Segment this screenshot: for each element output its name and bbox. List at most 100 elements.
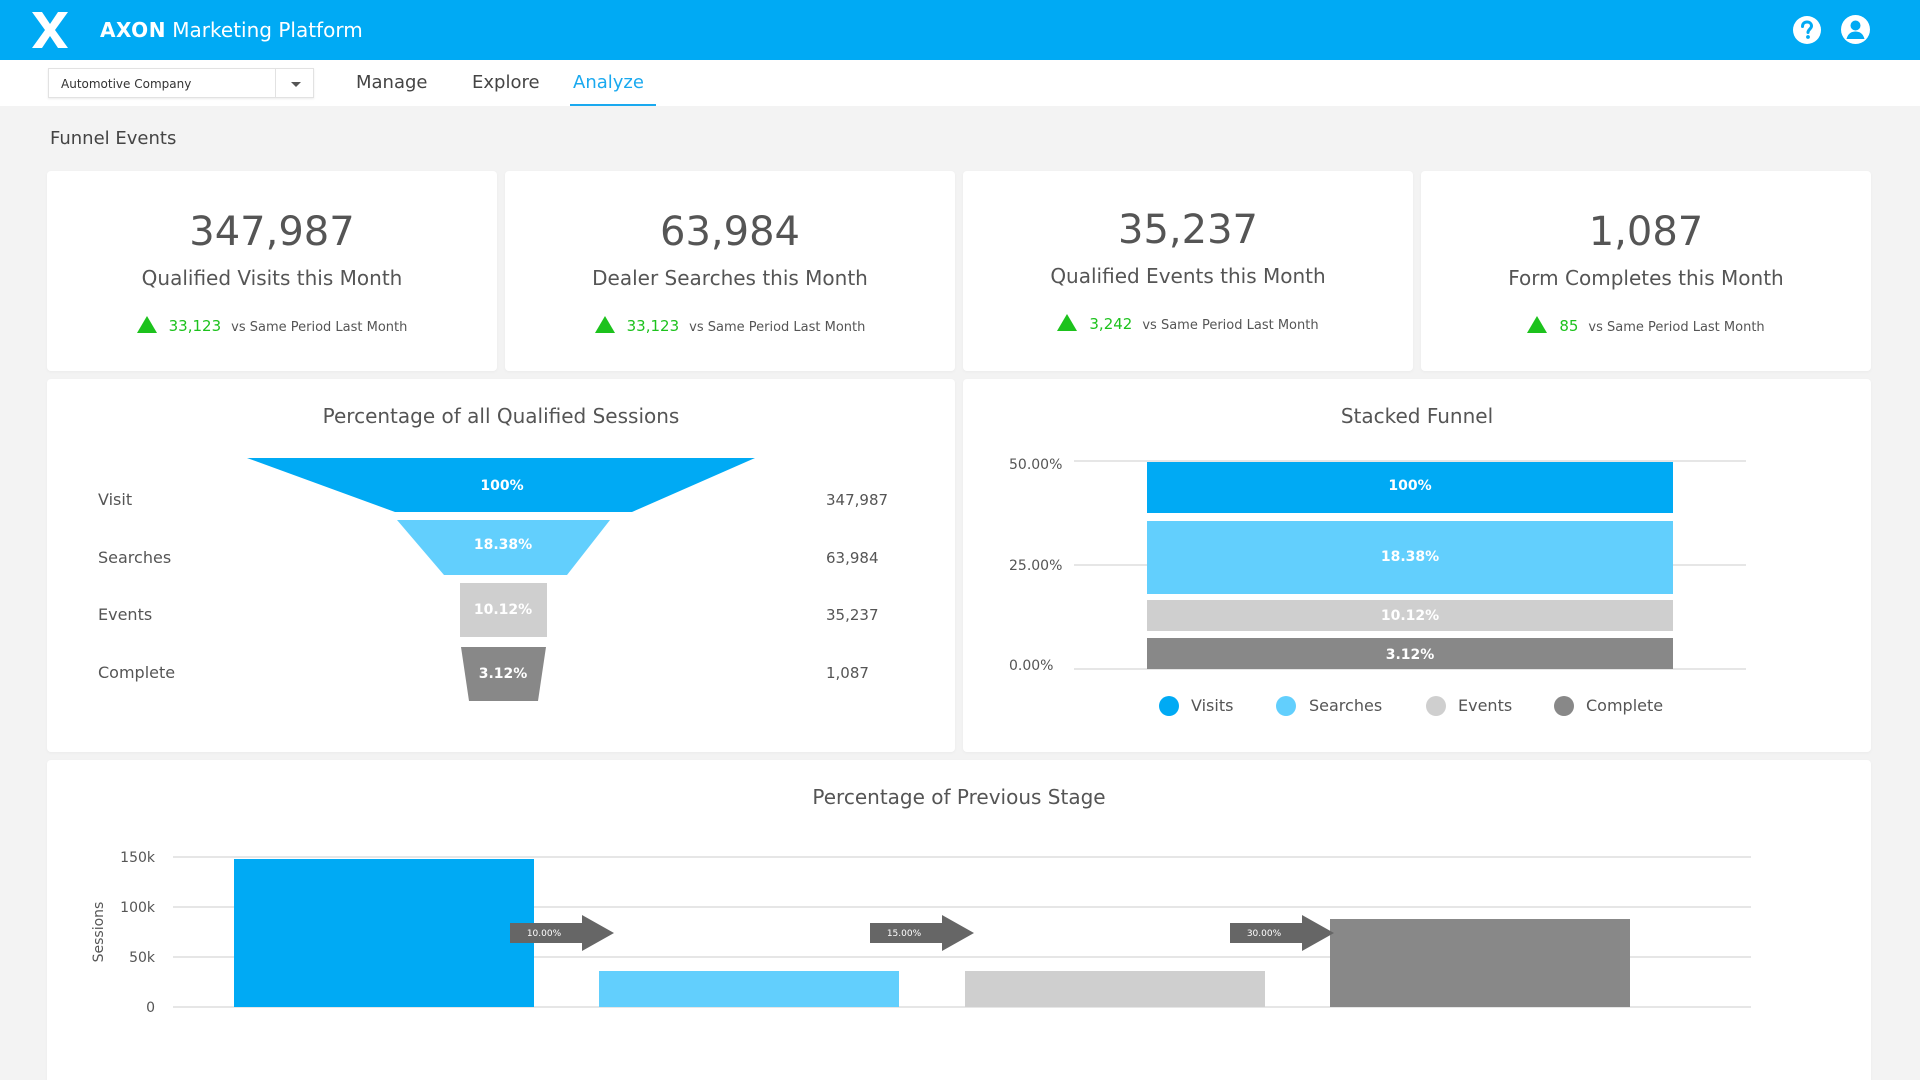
stat-label: Qualified Visits this Month (141, 266, 403, 290)
stat-delta: 3,242 vs Same Period Last Month (963, 314, 1413, 333)
funnel-panel: Percentage of all Qualified Sessions 100… (47, 379, 955, 752)
delta-text: vs Same Period Last Month (1588, 320, 1765, 335)
stat-card-visits: 347,987 Qualified Visits this Month 33,1… (47, 171, 497, 371)
user-icon[interactable] (1840, 14, 1871, 45)
nav-bar: Automotive Company Manage Explore Analyz… (0, 60, 1920, 106)
delta-value: 3,242 (1089, 315, 1133, 333)
app-brand: AXON (100, 18, 166, 42)
stacked-segment-visits (1147, 462, 1673, 513)
active-tab-indicator (570, 104, 656, 106)
funnel-events-segment (460, 583, 547, 637)
axon-logo (32, 12, 68, 48)
select-divider (275, 69, 276, 97)
stacked-funnel-chart: 50.00% 25.00% 0.00% 100% 18.38% 10.12% 3… (1009, 457, 1746, 716)
delta-text: vs Same Period Last Month (689, 320, 866, 335)
funnel-stage-label: Visit (98, 490, 132, 509)
previous-stage-title: Percentage of Previous Stage (812, 785, 1106, 809)
delta-value: 33,123 (626, 317, 680, 335)
stat-label: Qualified Events this Month (1050, 264, 1326, 288)
y-tick-label: 50.00% (1009, 457, 1062, 473)
stat-value: 63,984 (660, 209, 800, 255)
previous-stage-chart: Sessions 150k 100k 50k 0 10.00% 15.00% 30.00% (91, 850, 1751, 1016)
stat-label: Form Completes this Month (1508, 266, 1784, 290)
bar (1330, 919, 1630, 1007)
y-tick-label: 50k (129, 950, 156, 966)
transition-arrow (870, 915, 974, 951)
stat-delta: 33,123 vs Same Period Last Month (505, 316, 955, 335)
funnel-title: Percentage of all Qualified Sessions (322, 404, 680, 428)
funnel-percent-label: 100% (480, 478, 523, 494)
funnel-complete-segment (461, 647, 546, 701)
y-tick-label: 25.00% (1009, 558, 1062, 574)
stacked-funnel-title: Stacked Funnel (1340, 404, 1494, 428)
stacked-segment-complete (1147, 638, 1673, 669)
trend-up-icon (136, 316, 157, 333)
transition-label: 15.00% (887, 929, 922, 939)
bar (234, 859, 534, 1007)
bar (599, 971, 899, 1007)
chevron-down-icon[interactable] (289, 77, 303, 91)
app-title: AXON Marketing Platform (100, 18, 363, 42)
legend-label[interactable]: Searches (1309, 696, 1382, 715)
stat-card-events: 35,237 Qualified Events this Month 3,242… (963, 171, 1413, 371)
trend-up-icon (594, 316, 615, 333)
y-tick-label: 150k (120, 850, 156, 866)
help-icon[interactable] (1792, 15, 1822, 45)
funnel-count-label: 347,987 (826, 491, 888, 509)
tab-analyze[interactable]: Analyze (573, 72, 644, 93)
y-axis-label: Sessions (91, 902, 107, 963)
funnel-count-label: 63,984 (826, 549, 879, 567)
delta-text: vs Same Period Last Month (1142, 318, 1319, 333)
stat-card-completes: 1,087 Form Completes this Month 85 vs Sam… (1421, 171, 1871, 371)
transition-arrow (510, 915, 614, 951)
delta-value: 33,123 (168, 317, 222, 335)
company-select-value: Automotive Company (61, 77, 192, 91)
transition-label: 30.00% (1247, 929, 1282, 939)
stacked-segment-label: 18.38% (1381, 549, 1439, 565)
section-title: Funnel Events (50, 128, 177, 149)
stacked-segment-searches (1147, 521, 1673, 594)
funnel-count-label: 35,237 (826, 606, 879, 624)
trend-up-icon (1527, 316, 1548, 333)
stat-value: 35,237 (1118, 207, 1258, 253)
y-tick-label: 100k (120, 900, 156, 916)
stat-delta: 85 vs Same Period Last Month (1421, 316, 1871, 335)
tab-manage[interactable]: Manage (356, 72, 428, 93)
delta-text: vs Same Period Last Month (231, 320, 408, 335)
delta-value: 85 (1559, 317, 1579, 335)
funnel-stage-label: Searches (98, 548, 171, 567)
stacked-segment-label: 10.12% (1381, 608, 1439, 624)
funnel-visit-segment (247, 458, 755, 512)
funnel-searches-segment (397, 520, 610, 575)
legend-marker-visits (1159, 696, 1179, 716)
funnel-count-label: 1,087 (826, 664, 869, 682)
transition-arrow (1230, 915, 1334, 951)
legend-label[interactable]: Complete (1586, 696, 1663, 715)
stat-delta: 33,123 vs Same Period Last Month (47, 316, 497, 335)
funnel-percent-label: 18.38% (474, 537, 532, 553)
funnel-percent-label: 10.12% (474, 602, 532, 618)
trend-up-icon (1057, 314, 1078, 331)
tab-explore[interactable]: Explore (472, 72, 540, 93)
legend-label[interactable]: Visits (1191, 696, 1233, 715)
y-tick-label: 0 (146, 1000, 155, 1016)
funnel-chart: 100% 18.38% 10.12% 3.12% Visit Searches … (98, 458, 888, 701)
funnel-stage-label: Events (98, 605, 152, 624)
stacked-segment-label: 3.12% (1386, 647, 1435, 663)
stat-label: Dealer Searches this Month (592, 266, 868, 290)
stacked-funnel-panel: Stacked Funnel 50.00% 25.00% 0.00% 100% … (963, 379, 1871, 752)
stat-value: 1,087 (1588, 209, 1704, 255)
legend-label[interactable]: Events (1458, 696, 1512, 715)
funnel-stage-label: Complete (98, 663, 175, 682)
funnel-percent-label: 3.12% (479, 666, 528, 682)
previous-stage-panel: Percentage of Previous Stage Sessions 15… (47, 760, 1871, 1080)
stat-value: 347,987 (189, 209, 355, 255)
top-bar: AXON Marketing Platform (0, 0, 1920, 60)
stat-card-searches: 63,984 Dealer Searches this Month 33,123… (505, 171, 955, 371)
company-select[interactable]: Automotive Company (48, 68, 314, 98)
legend-marker-events (1426, 696, 1446, 716)
app-title-text: Marketing Platform (172, 18, 363, 42)
legend-marker-complete (1554, 696, 1574, 716)
y-tick-label: 0.00% (1009, 658, 1053, 674)
stacked-segment-label: 100% (1388, 478, 1431, 494)
